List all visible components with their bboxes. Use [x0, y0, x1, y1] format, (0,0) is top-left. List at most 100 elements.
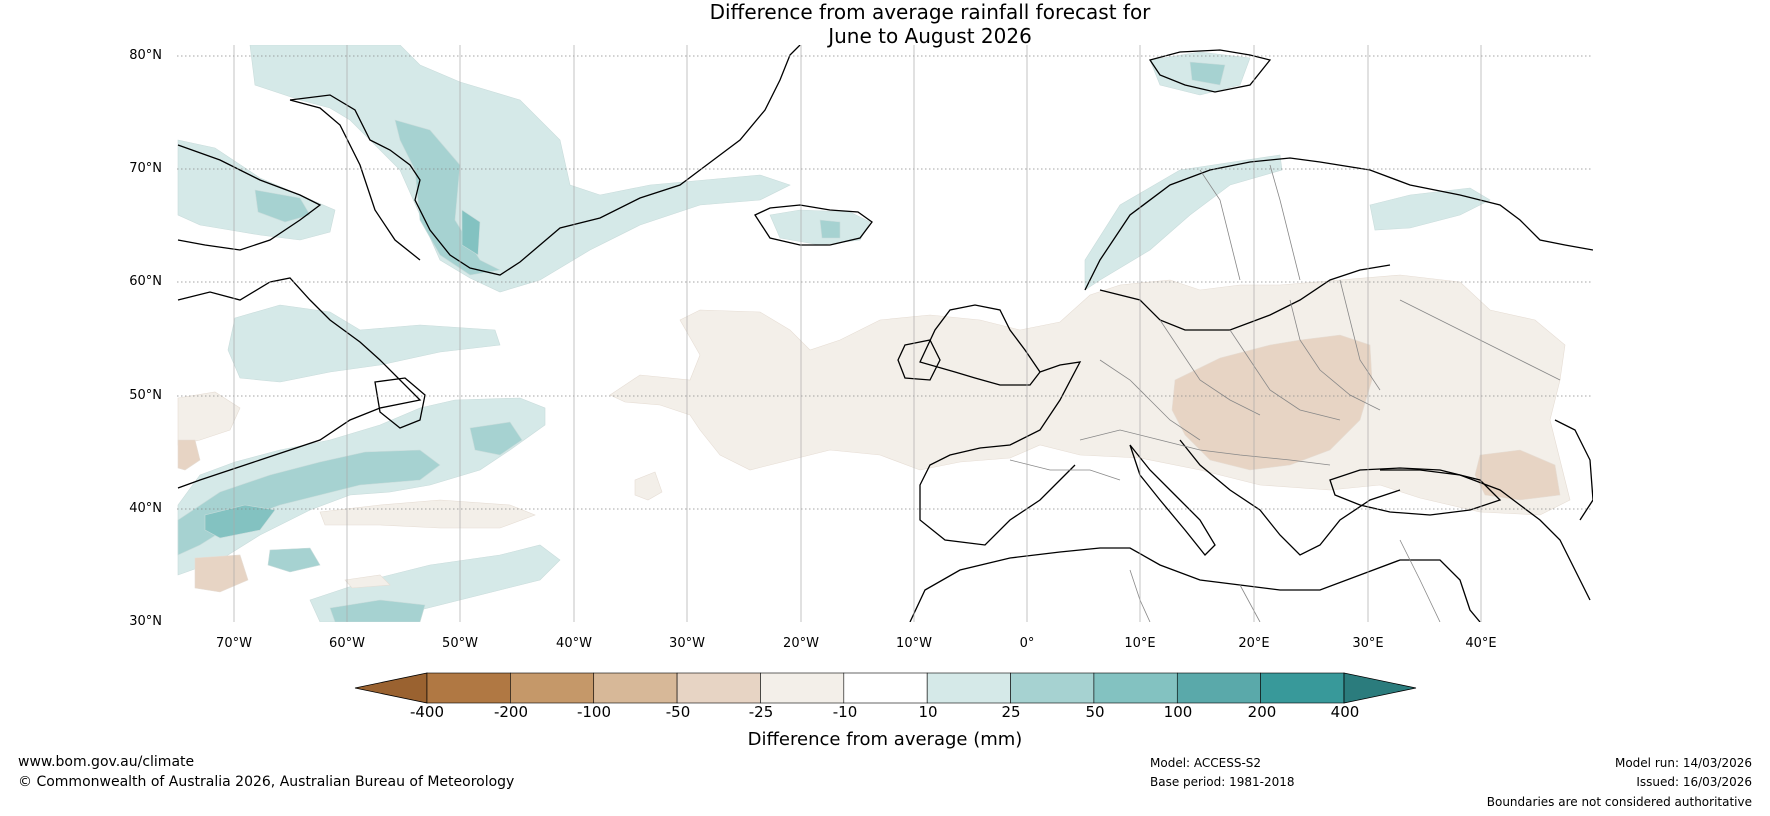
- lon-label: 30°E: [1352, 636, 1384, 651]
- base-period-text: Base period: 1981-2018: [1150, 775, 1295, 789]
- coast-iceland: [754, 204, 873, 246]
- dry-region-caucasus: [1474, 449, 1561, 501]
- colorbar-extend-high: [1343, 672, 1417, 704]
- wet-region-atlantic-core: [177, 449, 441, 556]
- colorbar-tick: -10: [832, 703, 858, 721]
- coast-newfoundland: [374, 377, 426, 429]
- country-borders: [1009, 164, 1561, 622]
- lon-label: 50°W: [442, 636, 478, 651]
- lat-label: 70°N: [129, 161, 162, 176]
- colorbar-segment: [1093, 672, 1178, 704]
- dry-region-central-europe: [1171, 334, 1373, 471]
- lon-label: 20°W: [783, 636, 819, 651]
- map-area: [177, 45, 1593, 622]
- copyright-text: © Commonwealth of Australia 2026, Austra…: [18, 774, 515, 790]
- colorbar-segment: [426, 672, 511, 704]
- lat-label: 60°N: [129, 274, 162, 289]
- dry-region-canada-east-core: [177, 439, 201, 471]
- coast-baffin: [177, 144, 322, 251]
- map-title-line2: June to August 2026: [828, 24, 1032, 48]
- colorbar-tick: 10: [918, 703, 938, 721]
- coast-svalbard: [1148, 49, 1272, 93]
- wet-region-atlantic: [177, 397, 546, 576]
- colorbar-tick: 25: [1001, 703, 1021, 721]
- model-run-text: Model run: 14/03/2026: [1614, 756, 1752, 770]
- coast-mideast: [1380, 469, 1591, 601]
- coast-north-africa: [909, 547, 1481, 622]
- coast-caspian: [1554, 419, 1593, 521]
- lat-label: 30°N: [129, 614, 162, 629]
- colorbar-segment: [593, 672, 678, 704]
- wet-region-iceland-core: [819, 219, 841, 239]
- coast-italy: [1129, 444, 1216, 556]
- lat-label: 50°N: [129, 388, 162, 403]
- wet-region-greenland-core: [394, 119, 501, 276]
- dry-region-mid-atlantic: [319, 499, 536, 529]
- dry-region-canada-east: [177, 391, 241, 446]
- disclaimer-text: Boundaries are not considered authoritat…: [1486, 795, 1752, 809]
- map-title-line1: Difference from average rainfall forecas…: [709, 0, 1151, 24]
- coastlines: [177, 45, 1593, 622]
- lon-label: 10°E: [1124, 636, 1156, 651]
- coast-baltic: [1099, 264, 1391, 331]
- dry-shading: [177, 274, 1571, 593]
- colorbar-extend-low: [354, 672, 428, 704]
- colorbar-tick: -200: [493, 703, 529, 721]
- lon-label: 60°W: [329, 636, 365, 651]
- lon-label: 40°E: [1465, 636, 1497, 651]
- wet-region-azores-patch: [267, 547, 321, 573]
- colorbar-segment: [843, 672, 928, 704]
- colorbar-segment: [676, 672, 761, 704]
- colorbar-segment: [926, 672, 1011, 704]
- lon-label: 20°E: [1238, 636, 1270, 651]
- coast-black-sea: [1329, 467, 1502, 516]
- website-link[interactable]: www.bom.gov.au/climate: [18, 754, 195, 770]
- colorbar-segments: [426, 672, 1345, 704]
- coast-greenland-west: [289, 99, 421, 261]
- wet-region-labrador: [227, 304, 501, 383]
- colorbar-tick: 50: [1085, 703, 1105, 721]
- wet-region-south-band2: [329, 599, 426, 622]
- anomaly-shading: [177, 45, 1491, 622]
- dry-region-azores-patch: [194, 554, 249, 593]
- colorbar-tick: -400: [409, 703, 445, 721]
- coast-europe-west: [919, 361, 1082, 546]
- lon-label: 40°W: [556, 636, 592, 651]
- wet-region-svalbard-core: [1189, 61, 1226, 86]
- gridlines: [177, 55, 1593, 510]
- coast-greenland: [289, 45, 801, 276]
- lat-label: 40°N: [129, 501, 162, 516]
- colorbar-label: Difference from average (mm): [747, 729, 1023, 750]
- wet-region-atlantic-core3: [469, 421, 523, 456]
- wet-region-kola: [1369, 187, 1491, 231]
- colorbar-segment: [1260, 672, 1345, 704]
- lon-label: 30°W: [669, 636, 705, 651]
- dry-region-europe: [609, 274, 1571, 516]
- colorbar-segment: [1010, 672, 1095, 704]
- lon-label: 10°W: [896, 636, 932, 651]
- colorbar-tick: -100: [576, 703, 612, 721]
- lon-label: 0°: [1019, 636, 1035, 651]
- colorbar-segment: [760, 672, 845, 704]
- colorbar-tick: 200: [1247, 703, 1277, 721]
- wet-region-baffin-core: [254, 189, 311, 223]
- colorbar-segment: [1176, 672, 1261, 704]
- colorbar-tick: -25: [748, 703, 774, 721]
- issued-text: Issued: 16/03/2026: [1636, 775, 1752, 789]
- lat-label: 80°N: [129, 48, 162, 63]
- lon-label: 70°W: [216, 636, 252, 651]
- coast-uk: [919, 304, 1041, 386]
- dry-region-small: [634, 471, 663, 501]
- colorbar: [354, 672, 1417, 704]
- wet-region-norway: [1084, 154, 1283, 291]
- wet-region-greenland: [249, 45, 791, 293]
- colorbar-segment: [510, 672, 595, 704]
- wet-region-atlantic-core2: [204, 504, 276, 539]
- model-text: Model: ACCESS-S2: [1150, 756, 1262, 770]
- colorbar-tick: -50: [665, 703, 691, 721]
- coast-balkans: [1179, 439, 1401, 556]
- wet-region-greenland-core2: [461, 209, 481, 256]
- coast-norway: [1084, 157, 1593, 291]
- colorbar-tick: 100: [1163, 703, 1193, 721]
